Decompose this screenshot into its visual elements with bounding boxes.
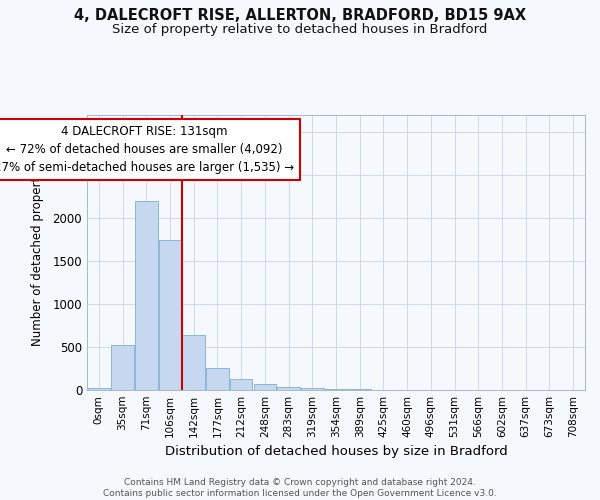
- Bar: [301, 388, 323, 390]
- Bar: [112, 346, 134, 390]
- Bar: [349, 389, 371, 390]
- Text: 4, DALECROFT RISE, ALLERTON, BRADFORD, BD15 9AX: 4, DALECROFT RISE, ALLERTON, BRADFORD, B…: [74, 8, 526, 22]
- Bar: [325, 388, 347, 390]
- Bar: [206, 368, 229, 390]
- Text: 4 DALECROFT RISE: 131sqm
← 72% of detached houses are smaller (4,092)
27% of sem: 4 DALECROFT RISE: 131sqm ← 72% of detach…: [0, 126, 294, 174]
- Y-axis label: Number of detached properties: Number of detached properties: [31, 160, 44, 346]
- Bar: [159, 240, 181, 390]
- Bar: [277, 386, 300, 390]
- Bar: [254, 384, 276, 390]
- Bar: [182, 335, 205, 390]
- Bar: [88, 388, 110, 390]
- X-axis label: Distribution of detached houses by size in Bradford: Distribution of detached houses by size …: [164, 446, 508, 458]
- Bar: [135, 201, 158, 390]
- Text: Size of property relative to detached houses in Bradford: Size of property relative to detached ho…: [112, 22, 488, 36]
- Bar: [230, 379, 253, 390]
- Text: Contains HM Land Registry data © Crown copyright and database right 2024.
Contai: Contains HM Land Registry data © Crown c…: [103, 478, 497, 498]
